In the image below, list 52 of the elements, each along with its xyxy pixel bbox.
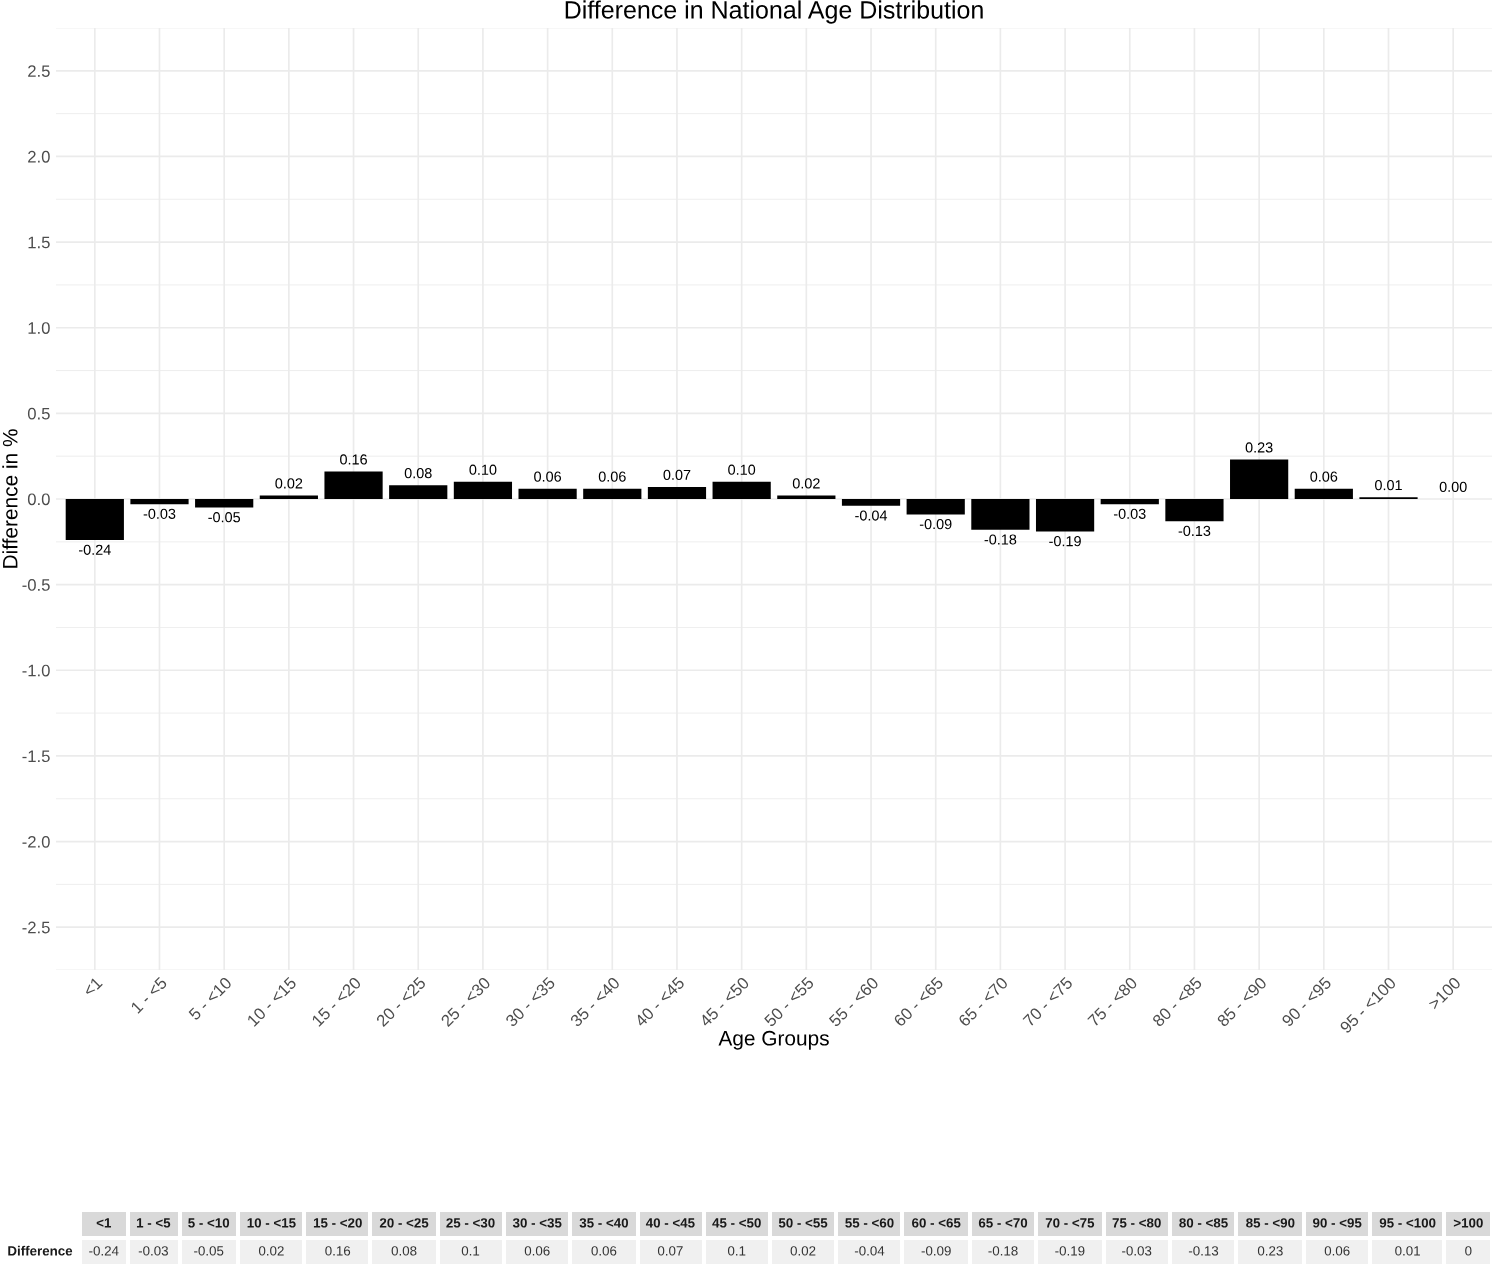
x-tick-label: 75 - <80 — [1087, 976, 1138, 1028]
bar — [453, 481, 513, 499]
x-tick-label: 65 - <70 — [957, 976, 1009, 1028]
bar — [1035, 499, 1095, 532]
y-tick-label: 1.0 — [28, 322, 50, 334]
x-tick-label: 20 - <25 — [375, 976, 427, 1028]
x-tick-label: 1 - <5 — [130, 976, 168, 1014]
y-tick-label: 1.5 — [28, 236, 50, 249]
bar — [1100, 499, 1159, 505]
x-tick-label: 30 - <35 — [504, 976, 556, 1028]
x-tick-label: 90 - <95 — [1281, 976, 1332, 1028]
bar — [389, 485, 448, 499]
y-tick-label: 2.5 — [28, 65, 50, 78]
x-tick-label: 15 - <20 — [311, 976, 362, 1027]
x-tick-label: 80 - <85 — [1151, 976, 1203, 1028]
bar — [647, 487, 707, 499]
y-tick-label: -0.5 — [22, 579, 50, 591]
bar — [1294, 488, 1353, 499]
bar — [195, 499, 254, 508]
y-axis-title: Difference in % — [2, 429, 18, 568]
x-tick-label: 35 - <40 — [569, 976, 621, 1028]
bar — [583, 488, 642, 499]
chart-title: Difference in National Age Distribution — [565, 0, 983, 24]
bar — [712, 481, 771, 499]
y-tick-label: 2.0 — [28, 150, 50, 163]
x-tick-label: 5 - <10 — [187, 976, 233, 1021]
y-tick-label: 0.0 — [27, 493, 50, 506]
x-tick-label: 50 - <55 — [763, 976, 815, 1028]
y-tick-label: -2.5 — [22, 921, 50, 934]
x-tick-label: 70 - <75 — [1022, 976, 1074, 1028]
x-tick-label: 60 - <65 — [893, 976, 944, 1028]
bar — [906, 499, 965, 515]
bar — [324, 471, 383, 499]
bar — [65, 499, 124, 541]
x-tick-label: 85 - <90 — [1216, 976, 1268, 1028]
x-axis-title: Age Groups — [718, 1030, 829, 1050]
x-tick-label: 45 - <50 — [698, 976, 750, 1028]
y-tick-label: 0.5 — [27, 407, 50, 420]
bar — [841, 499, 901, 506]
bar — [1165, 499, 1224, 522]
bar — [971, 499, 1030, 530]
x-tick-label: <1 — [82, 976, 103, 997]
x-tick-label: 40 - <45 — [633, 976, 686, 1028]
x-tick-label: 10 - <15 — [246, 976, 298, 1027]
x-tick-label: 25 - <30 — [440, 976, 492, 1028]
bar — [1230, 459, 1289, 499]
y-tick-label: -1.5 — [22, 750, 50, 763]
bar — [130, 499, 189, 505]
y-tick-label: -2.0 — [22, 835, 50, 848]
x-tick-label: 55 - <60 — [828, 976, 880, 1028]
y-tick-label: -1.0 — [22, 664, 50, 677]
bar — [518, 488, 577, 499]
